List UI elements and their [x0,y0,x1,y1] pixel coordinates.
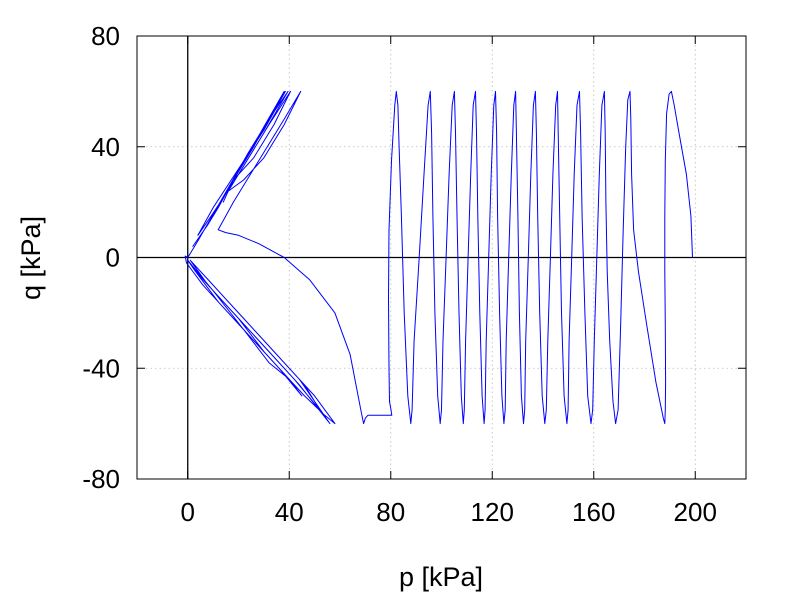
y-tick-label-3: 40 [91,132,120,162]
y-tick-label-0: -80 [82,464,120,494]
y-tick-label-1: -40 [82,353,120,383]
ticks [137,35,746,480]
x-tick-label-5: 200 [674,497,717,527]
x-tick-label-4: 160 [572,497,615,527]
y-tick-label-4: 80 [91,21,120,51]
x-tick-labels: 0 40 80 120 160 200 [181,497,717,527]
x-tick-label-1: 40 [275,497,304,527]
x-tick-label-0: 0 [181,497,195,527]
y-tick-label-2: 0 [106,243,120,273]
y-tick-labels: -80 -40 0 40 80 [82,21,120,494]
x-tick-label-2: 80 [376,497,405,527]
x-axis-title: p [kPa] [399,562,483,592]
data-layer [184,90,693,425]
x-tick-label-3: 120 [471,497,514,527]
y-axis-title: q [kPa] [16,216,46,300]
series-line-0 [184,90,693,425]
